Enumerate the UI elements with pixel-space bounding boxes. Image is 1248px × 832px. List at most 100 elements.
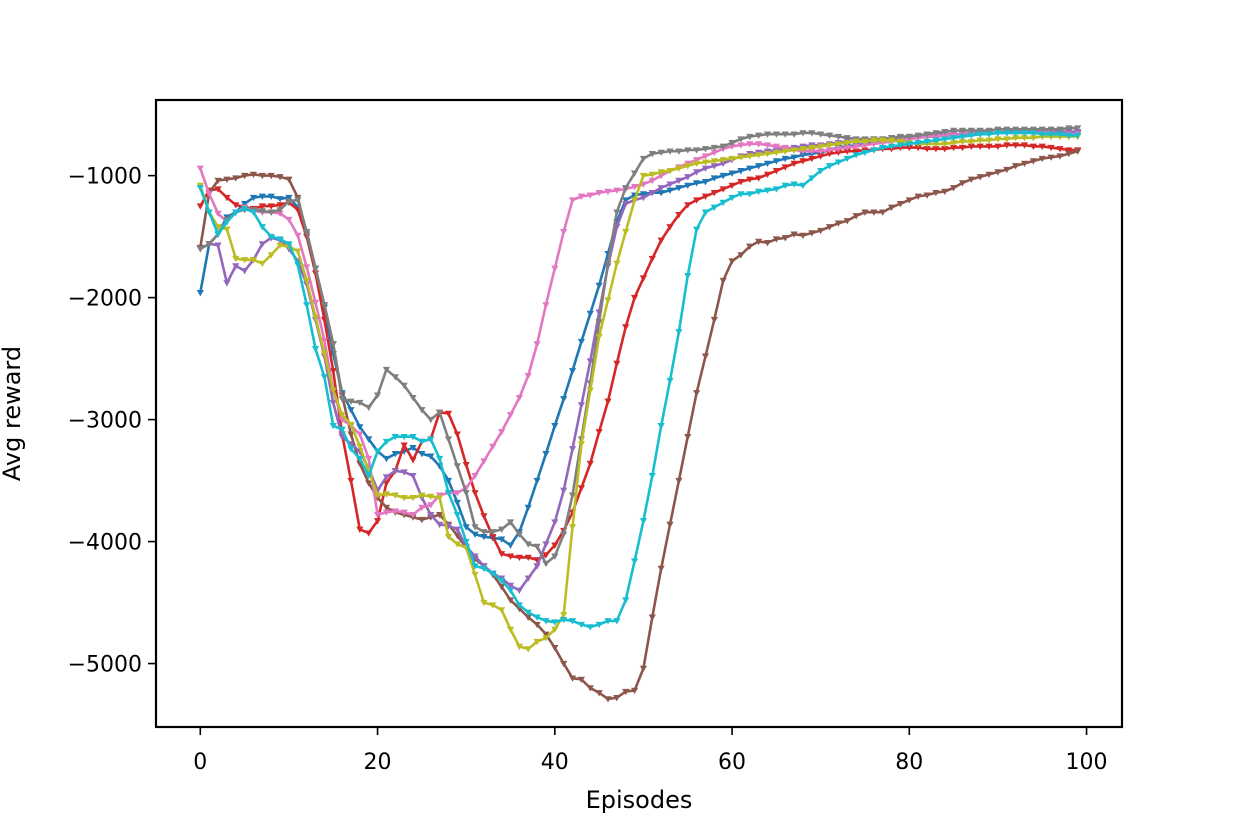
data-point (630, 558, 639, 565)
data-point (294, 232, 302, 240)
data-point (524, 646, 532, 653)
data-point (223, 280, 231, 287)
data-point (435, 494, 444, 502)
x-tick-label: 20 (364, 750, 392, 775)
data-point (595, 190, 603, 197)
data-point (675, 329, 683, 336)
data-point (232, 209, 240, 216)
data-point (1020, 130, 1029, 137)
data-point (604, 696, 612, 703)
data-point (746, 141, 754, 148)
data-point (267, 172, 275, 180)
data-point (489, 443, 497, 451)
data-point (551, 645, 559, 652)
data-point (639, 191, 648, 198)
data-point (772, 168, 780, 175)
data-point (630, 687, 639, 695)
data-point (958, 144, 967, 152)
data-point (400, 442, 408, 449)
data-point (391, 374, 399, 381)
data-point (887, 143, 896, 150)
data-point (684, 272, 692, 280)
data-point (914, 139, 922, 147)
data-point (994, 126, 1002, 133)
data-point (1003, 130, 1011, 137)
series-7 (196, 133, 1082, 653)
data-point (453, 490, 461, 497)
data-point (613, 209, 621, 216)
data-point (320, 374, 328, 381)
data-point (577, 621, 585, 629)
data-point (400, 509, 408, 516)
data-point (817, 131, 825, 138)
data-point (701, 209, 710, 216)
data-point (249, 171, 258, 179)
data-point (285, 241, 293, 248)
data-point (666, 168, 674, 175)
data-point (1074, 132, 1082, 139)
data-point (622, 197, 630, 204)
plot-frame (154, 98, 1124, 729)
data-point (267, 252, 275, 259)
data-point (870, 209, 878, 216)
data-point (693, 160, 701, 168)
data-point (693, 147, 701, 154)
data-point (648, 150, 656, 158)
data-point (728, 182, 736, 189)
y-tick-label: −1000 (68, 165, 142, 190)
data-point (560, 616, 568, 624)
data-point (498, 551, 506, 558)
data-point (498, 607, 506, 614)
data-point (693, 157, 701, 164)
series-layer (196, 125, 1082, 703)
data-point (276, 242, 284, 249)
data-point (285, 198, 293, 205)
data-point (710, 175, 718, 182)
data-point (1003, 166, 1011, 174)
series-2 (196, 142, 1082, 564)
data-point (914, 193, 922, 200)
data-point (214, 242, 222, 249)
data-point (701, 146, 710, 153)
data-point (808, 155, 816, 163)
data-point (701, 165, 710, 172)
data-point (719, 172, 727, 180)
data-point (763, 171, 772, 179)
data-point (639, 518, 648, 525)
data-point (498, 526, 506, 533)
data-point (418, 492, 426, 499)
data-point (542, 560, 550, 568)
data-point (613, 695, 621, 702)
data-point (950, 185, 958, 192)
data-point (489, 570, 497, 577)
data-point (506, 412, 515, 419)
data-point (595, 429, 603, 436)
data-point (852, 148, 860, 155)
data-point (985, 137, 993, 144)
data-point (719, 186, 727, 193)
data-point (577, 676, 585, 684)
data-point (1029, 143, 1037, 150)
data-point (755, 163, 763, 170)
data-point (409, 494, 417, 502)
data-point (772, 186, 780, 193)
data-point (524, 614, 532, 621)
data-point (1047, 131, 1055, 138)
data-point (320, 351, 328, 358)
data-point (772, 131, 780, 138)
data-point (205, 191, 213, 198)
data-point (515, 554, 523, 562)
data-point (701, 153, 710, 160)
data-point (409, 457, 417, 464)
data-point (639, 194, 648, 202)
data-point (958, 127, 967, 135)
data-point (675, 177, 683, 185)
data-point (480, 534, 488, 541)
data-point (932, 141, 940, 148)
data-point (630, 294, 639, 302)
data-point (453, 526, 461, 533)
data-point (710, 163, 718, 170)
data-point (551, 422, 559, 430)
data-point (480, 565, 488, 573)
data-point (648, 614, 656, 621)
